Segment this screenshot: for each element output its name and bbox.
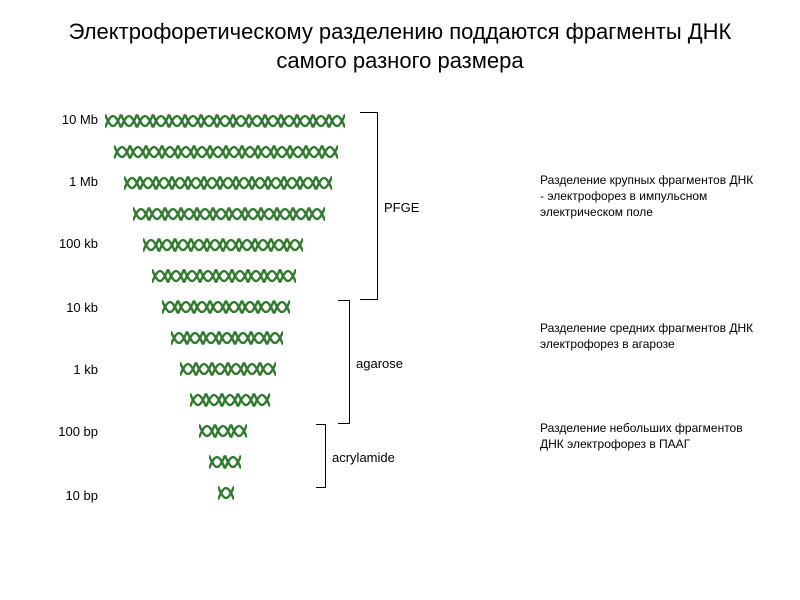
size-label: 100 bp <box>48 424 98 439</box>
diagram: 10 Mb 1 Mb 100 kb 10 kb 1 kb 100 bp 10 bp PFGE… <box>0 100 800 580</box>
size-label: 1 Mb <box>48 174 98 189</box>
description-text: Разделение средних фрагментов ДНК электр… <box>540 320 760 352</box>
description-text: Разделение крупных фрагментов ДНК - элек… <box>540 172 760 221</box>
dna-row <box>171 327 289 349</box>
dna-row <box>133 203 327 225</box>
bracket <box>360 112 378 300</box>
dna-row <box>105 110 355 132</box>
dna-row <box>218 482 242 504</box>
dna-row <box>209 451 252 473</box>
dna-row <box>190 389 271 411</box>
size-label: 10 Mb <box>48 112 98 127</box>
size-label: 10 kb <box>48 300 98 315</box>
size-label: 1 kb <box>48 362 98 377</box>
description-text: Разделение небольших фрагментов ДНК элек… <box>540 420 760 452</box>
method-label: PFGE <box>384 200 419 215</box>
bracket <box>316 424 326 488</box>
dna-row <box>124 172 336 194</box>
method-label: acrylamide <box>332 450 395 465</box>
page-title: Электрофоретическому разделению поддаютс… <box>0 0 800 75</box>
dna-row <box>152 265 308 287</box>
size-label: 10 bp <box>48 488 98 503</box>
method-label: agarose <box>356 356 403 371</box>
dna-row <box>199 420 261 442</box>
bracket <box>338 300 350 424</box>
dna-row <box>162 296 299 318</box>
dna-row <box>114 141 345 163</box>
dna-row <box>143 234 318 256</box>
dna-row <box>180 358 279 380</box>
size-label: 100 kb <box>48 236 98 251</box>
